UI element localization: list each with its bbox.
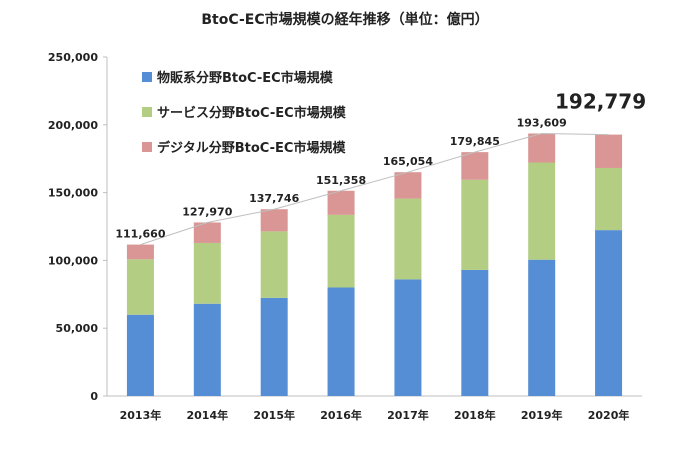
bar-segment-series-2 (461, 179, 489, 270)
legend-swatch (142, 142, 152, 152)
x-tick-label: 2018年 (454, 408, 496, 422)
bar-segment-series-2 (327, 214, 355, 288)
bar-segment-series-1 (193, 303, 221, 396)
bars-group (126, 133, 623, 396)
total-label: 151,358 (316, 174, 366, 187)
bar-segment-series-3 (327, 190, 355, 215)
bar-segment-series-3 (595, 134, 623, 168)
total-label-highlight: 192,779 (555, 90, 646, 114)
bar-segment-series-2 (126, 259, 154, 315)
y-tick-label: 50,000 (56, 322, 99, 335)
bar-segment-series-3 (126, 244, 154, 260)
bar-segment-series-3 (260, 209, 288, 232)
total-label: 137,746 (249, 192, 299, 205)
bar-segment-series-1 (126, 314, 154, 396)
x-tick-label: 2020年 (588, 408, 630, 422)
x-tick-label: 2016年 (320, 408, 362, 422)
totals-group: 111,660 127,970 137,746 151,358 165,054 179,8… (115, 90, 646, 241)
bar-segment-series-1 (260, 297, 288, 396)
bar-segment-series-1 (461, 269, 489, 396)
bar-segment-series-1 (394, 279, 422, 396)
x-tick-label: 2015年 (253, 408, 295, 422)
legend-swatch (142, 72, 152, 82)
total-label: 179,845 (450, 135, 500, 148)
legend-swatch (142, 107, 152, 117)
total-label: 111,660 (115, 228, 165, 241)
x-tick-label: 2013年 (120, 408, 162, 422)
legend-label: 物販系分野BtoC-EC市場規模 (157, 70, 334, 86)
bar-segment-series-1 (327, 287, 355, 396)
x-tick-label: 2014年 (187, 408, 229, 422)
legend-label: デジタル分野BtoC-EC市場規模 (157, 140, 346, 156)
total-label: 127,970 (182, 205, 232, 218)
y-tick-label: 200,000 (48, 119, 98, 132)
total-label: 193,609 (517, 116, 567, 129)
legend-label: サービス分野BtoC-EC市場規模 (157, 105, 347, 121)
y-tick-label: 150,000 (48, 187, 98, 200)
bar-segment-series-3 (461, 152, 489, 180)
total-trend-line (140, 132, 609, 246)
trend-line-group (140, 132, 609, 246)
bar-segment-series-1 (528, 259, 556, 396)
x-tick-label: 2017年 (387, 408, 429, 422)
legend: 物販系分野BtoC-EC市場規模サービス分野BtoC-EC市場規模デジタル分野B… (142, 70, 347, 156)
x-tick-label: 2019年 (521, 408, 563, 422)
x-ticks-group: 2013年 2014年 2015年 2016年 2017年 2018年 2019年 2020年 (120, 408, 630, 422)
total-label: 165,054 (383, 155, 433, 168)
bar-segment-series-2 (595, 167, 623, 231)
bar-segment-series-1 (595, 230, 623, 396)
bar-segment-series-3 (394, 172, 422, 199)
bar-segment-series-2 (193, 242, 221, 304)
bar-segment-series-3 (528, 133, 556, 163)
bar-segment-series-2 (260, 231, 288, 298)
bar-segment-series-3 (193, 222, 221, 243)
y-tick-label: 100,000 (48, 254, 98, 267)
y-ticks-group: 0 50,000 100,000 150,000 200,000 250,000 (48, 51, 107, 403)
bar-segment-series-2 (528, 162, 556, 260)
chart-title: BtoC-EC市場規模の経年推移（単位：億円） (201, 11, 488, 28)
y-tick-label: 0 (90, 390, 98, 403)
bar-segment-series-2 (394, 198, 422, 280)
y-tick-label: 250,000 (48, 51, 98, 64)
